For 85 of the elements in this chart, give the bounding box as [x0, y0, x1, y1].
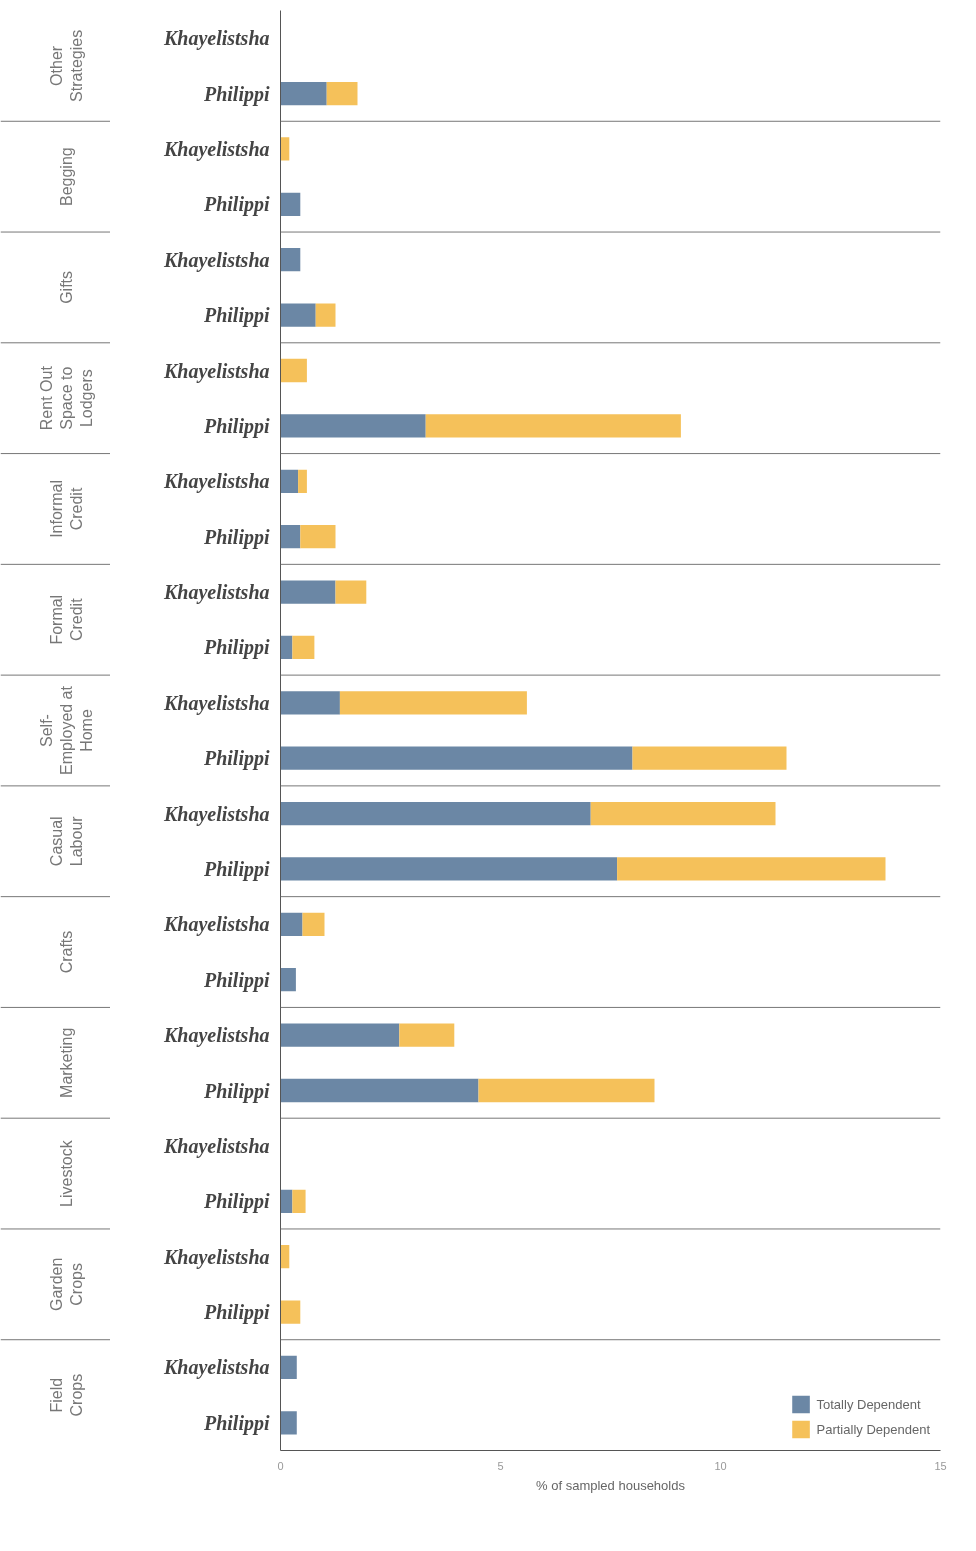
bar — [280, 137, 290, 161]
bar — [617, 857, 886, 881]
text: Begging — [58, 147, 75, 207]
bar — [300, 525, 336, 549]
bar — [280, 469, 299, 493]
bar — [280, 580, 336, 604]
text: Gifts — [58, 270, 75, 304]
legend-label: Partially Dependent — [816, 1421, 930, 1437]
bar — [302, 912, 325, 936]
y-tick-label: Philippi — [202, 1079, 270, 1103]
y-tick-label: Khayelistsha — [162, 359, 270, 383]
bar — [280, 1355, 297, 1380]
bar — [399, 1023, 455, 1047]
bar — [292, 1189, 306, 1213]
bar — [280, 1078, 479, 1103]
bar — [280, 358, 307, 383]
y-tick-label: Khayelistsha — [162, 1134, 270, 1158]
text: Crafts — [58, 930, 75, 974]
y-tick-label: Philippi — [202, 747, 270, 771]
bar — [425, 414, 681, 438]
y-tick-label: Philippi — [202, 414, 270, 438]
y-tick-label: Khayelistsha — [162, 691, 270, 715]
text: Garden Crops — [47, 1257, 86, 1312]
y-tick-label: Philippi — [202, 636, 270, 660]
bar — [280, 1023, 400, 1047]
y-tick-label: Khayelistsha — [162, 913, 270, 937]
y-tick-label: Philippi — [202, 304, 270, 328]
bar — [292, 635, 315, 660]
bar — [326, 81, 358, 106]
y-tick-label: Khayelistsha — [162, 137, 270, 161]
bar — [298, 469, 307, 493]
bar — [280, 1245, 290, 1269]
y-tick-label: Philippi — [202, 193, 270, 217]
text: Other Strategies — [47, 29, 86, 102]
x-tick-label: 15 — [934, 1459, 947, 1472]
y-tick-label: Philippi — [202, 1301, 270, 1325]
y-tick-label: Khayelistsha — [162, 27, 270, 51]
y-tick-label: Khayelistsha — [162, 1356, 270, 1380]
text: Livestock — [58, 1139, 75, 1207]
y-tick-label: Khayelistsha — [162, 1245, 270, 1269]
text: Self- Employed at Home — [37, 685, 96, 775]
y-tick-label: Khayelistsha — [162, 248, 270, 272]
bar — [335, 580, 367, 604]
bar — [280, 968, 296, 992]
bar — [280, 801, 591, 826]
bar — [280, 1411, 297, 1435]
bar — [280, 912, 303, 936]
text: Marketing — [58, 1027, 75, 1098]
bar — [590, 801, 776, 826]
y-tick-label: Philippi — [202, 82, 270, 106]
text: Formal Credit — [47, 594, 86, 645]
bar — [280, 1300, 301, 1324]
y-tick-label: Khayelistsha — [162, 581, 270, 605]
bar — [632, 746, 787, 770]
bar — [280, 248, 301, 272]
x-axis-title: % of sampled households — [536, 1477, 686, 1493]
bar — [280, 691, 340, 715]
y-tick-label: Philippi — [202, 1411, 270, 1435]
x-tick-label: 10 — [714, 1459, 727, 1472]
text: Rent Out Space to Lodgers — [37, 365, 96, 431]
y-tick-label: Khayelistsha — [162, 802, 270, 826]
bar — [339, 691, 527, 715]
y-tick-label: Philippi — [202, 968, 270, 992]
y-tick-label: Khayelistsha — [162, 1024, 270, 1048]
bar — [280, 414, 426, 438]
legend-label: Totally Dependent — [816, 1396, 921, 1412]
text: Casual Labour — [47, 815, 86, 867]
y-tick-label: Philippi — [202, 525, 270, 549]
bar — [315, 303, 336, 327]
y-tick-label: Philippi — [202, 857, 270, 881]
bar — [280, 857, 618, 881]
x-tick-label: 5 — [497, 1459, 504, 1472]
bar — [280, 525, 301, 549]
bar — [280, 303, 316, 327]
bar — [280, 635, 293, 660]
bar — [478, 1078, 655, 1103]
bar — [280, 81, 327, 106]
y-tick-label: Philippi — [202, 1190, 270, 1214]
text: Informal Credit — [47, 480, 86, 538]
y-tick-label: Khayelistsha — [162, 470, 270, 494]
bar — [280, 192, 301, 216]
x-tick-label: 0 — [277, 1459, 284, 1472]
text: Field Crops — [47, 1373, 86, 1417]
bar — [280, 746, 633, 770]
bar — [280, 1189, 293, 1213]
